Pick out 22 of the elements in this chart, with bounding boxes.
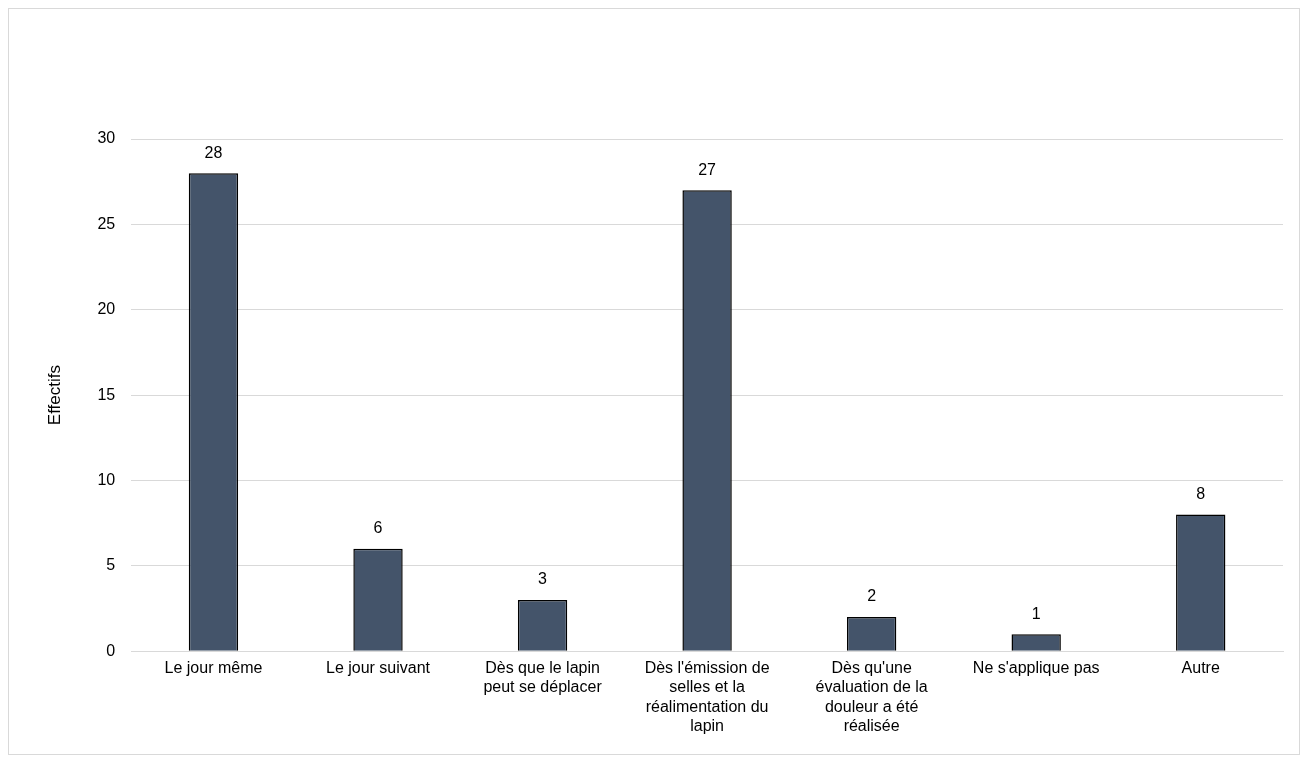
y-tick-label: 0	[106, 641, 116, 659]
data-label: 27	[698, 160, 717, 178]
data-label: 1	[1031, 604, 1041, 622]
y-axis-title: Effectifs	[44, 365, 64, 426]
data-label: 6	[373, 519, 383, 537]
x-tick-label: Le jour même	[164, 659, 263, 677]
y-tick-label: 10	[97, 470, 116, 488]
data-label: 3	[538, 570, 548, 588]
y-tick-label: 30	[97, 129, 116, 147]
data-label: 28	[204, 143, 223, 161]
x-tick-label: Dès l'émission de selles et la réalimentation du lapin	[644, 659, 770, 734]
y-tick-label: 20	[97, 300, 116, 318]
data-label: 2	[867, 587, 877, 605]
x-tick-label: Dès que le lapin peut se déplacer	[483, 659, 603, 696]
y-tick-label: 15	[97, 385, 116, 403]
x-tick-label: Dès qu'une évaluation de la douleur a été réalisée	[815, 659, 928, 734]
x-tick-label: Le jour suivant	[325, 659, 431, 677]
x-tick-label: Autre	[1181, 659, 1220, 677]
y-tick-label: 5	[106, 556, 116, 574]
data-label: 8	[1196, 485, 1206, 503]
x-tick-label: Ne s'applique pas	[972, 659, 1100, 677]
y-tick-label: 25	[97, 214, 116, 232]
